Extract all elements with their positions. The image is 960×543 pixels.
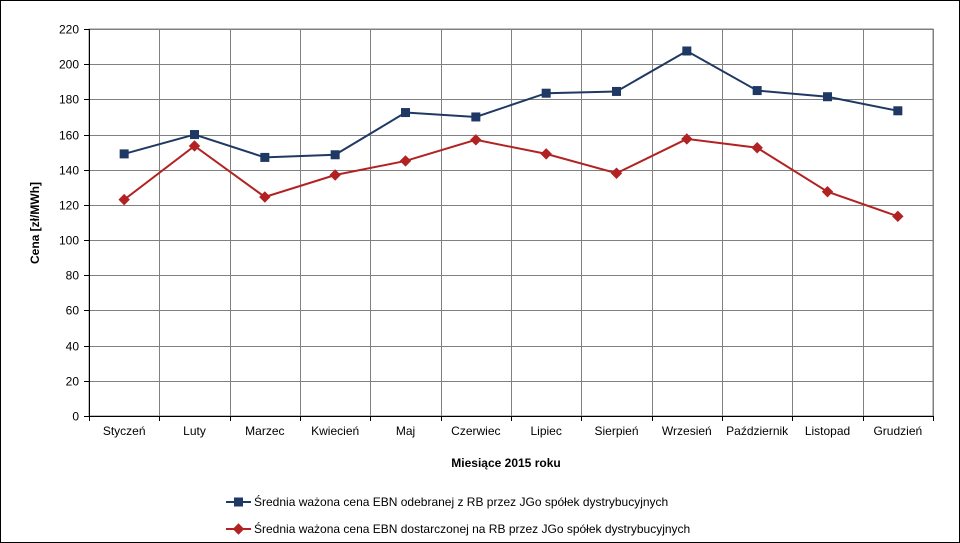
data-point (892, 210, 904, 223)
y-tick-label: 220 (59, 23, 79, 37)
series-line (123, 137, 899, 218)
data-point (401, 108, 410, 118)
legend-item-series-1 (226, 497, 251, 507)
legend-item-series-2 (226, 523, 251, 535)
x-tick-label: Maj (396, 424, 415, 438)
x-tick-label: Sierpień (594, 424, 638, 438)
series-1 (119, 46, 903, 162)
y-tick-label: 160 (59, 129, 79, 143)
legend-marker (234, 497, 243, 507)
x-tick-label: Marzec (245, 424, 284, 438)
data-point (612, 86, 621, 96)
x-tick-label: Lipiec (530, 424, 561, 438)
x-tick-label: Luty (183, 424, 206, 438)
data-point (681, 133, 693, 145)
data-point (119, 149, 129, 159)
x-tick-label: Październik (726, 424, 789, 438)
x-tick-label: Kwiecień (311, 424, 359, 438)
data-point (893, 106, 903, 116)
data-point (682, 46, 692, 56)
y-tick-label: 120 (59, 199, 79, 213)
y-tick-label: 180 (59, 93, 79, 107)
x-axis-title: Miesiące 2015 roku (451, 456, 560, 470)
y-axis-title: Cena [zł/MWh] (28, 182, 42, 264)
data-point (541, 88, 551, 98)
data-point (329, 169, 341, 181)
data-point (259, 191, 271, 203)
data-point (752, 86, 762, 96)
y-tick-label: 40 (66, 340, 80, 354)
y-tick-label: 0 (72, 410, 79, 424)
legend-label-series-1: Średnia ważona cena EBN odebranej z RB p… (254, 494, 668, 509)
data-point (610, 167, 623, 179)
data-point (471, 112, 481, 122)
y-tick-label: 200 (59, 58, 79, 72)
data-point (260, 152, 270, 162)
x-tick-label: Styczeń (103, 424, 146, 438)
y-tick-label: 60 (66, 304, 80, 318)
data-point (399, 155, 412, 167)
legend-label-series-2: Średnia ważona cena EBN dostarczonej na … (254, 521, 690, 536)
data-point (470, 134, 482, 146)
x-tick-label: Grudzień (873, 424, 922, 438)
legend: Średnia ważona cena EBN odebranej z RB p… (226, 494, 690, 536)
grid (88, 28, 934, 417)
data-point (823, 92, 832, 102)
tick-labels: 0 20 40 60 80 100 120 140 160 180 200 220 Styczeń Lut… (59, 23, 922, 439)
x-tick-label: Listopad (805, 424, 850, 438)
data-point (330, 150, 340, 160)
data-point (188, 140, 201, 152)
axes (84, 29, 934, 421)
series-line (123, 49, 899, 159)
y-tick-label: 100 (59, 234, 79, 248)
y-tick-label: 80 (66, 269, 80, 283)
x-tick-label: Wrzesień (662, 424, 712, 438)
data-point (821, 186, 834, 198)
data-point (190, 130, 199, 140)
legend-marker (232, 523, 245, 535)
y-tick-label: 20 (66, 375, 80, 389)
data-point (540, 148, 552, 160)
y-tick-label: 140 (59, 164, 79, 178)
series-2 (118, 133, 904, 223)
data-point (118, 193, 130, 206)
x-tick-label: Czerwiec (451, 424, 500, 438)
data-point (751, 142, 763, 154)
series-layer (118, 46, 904, 223)
